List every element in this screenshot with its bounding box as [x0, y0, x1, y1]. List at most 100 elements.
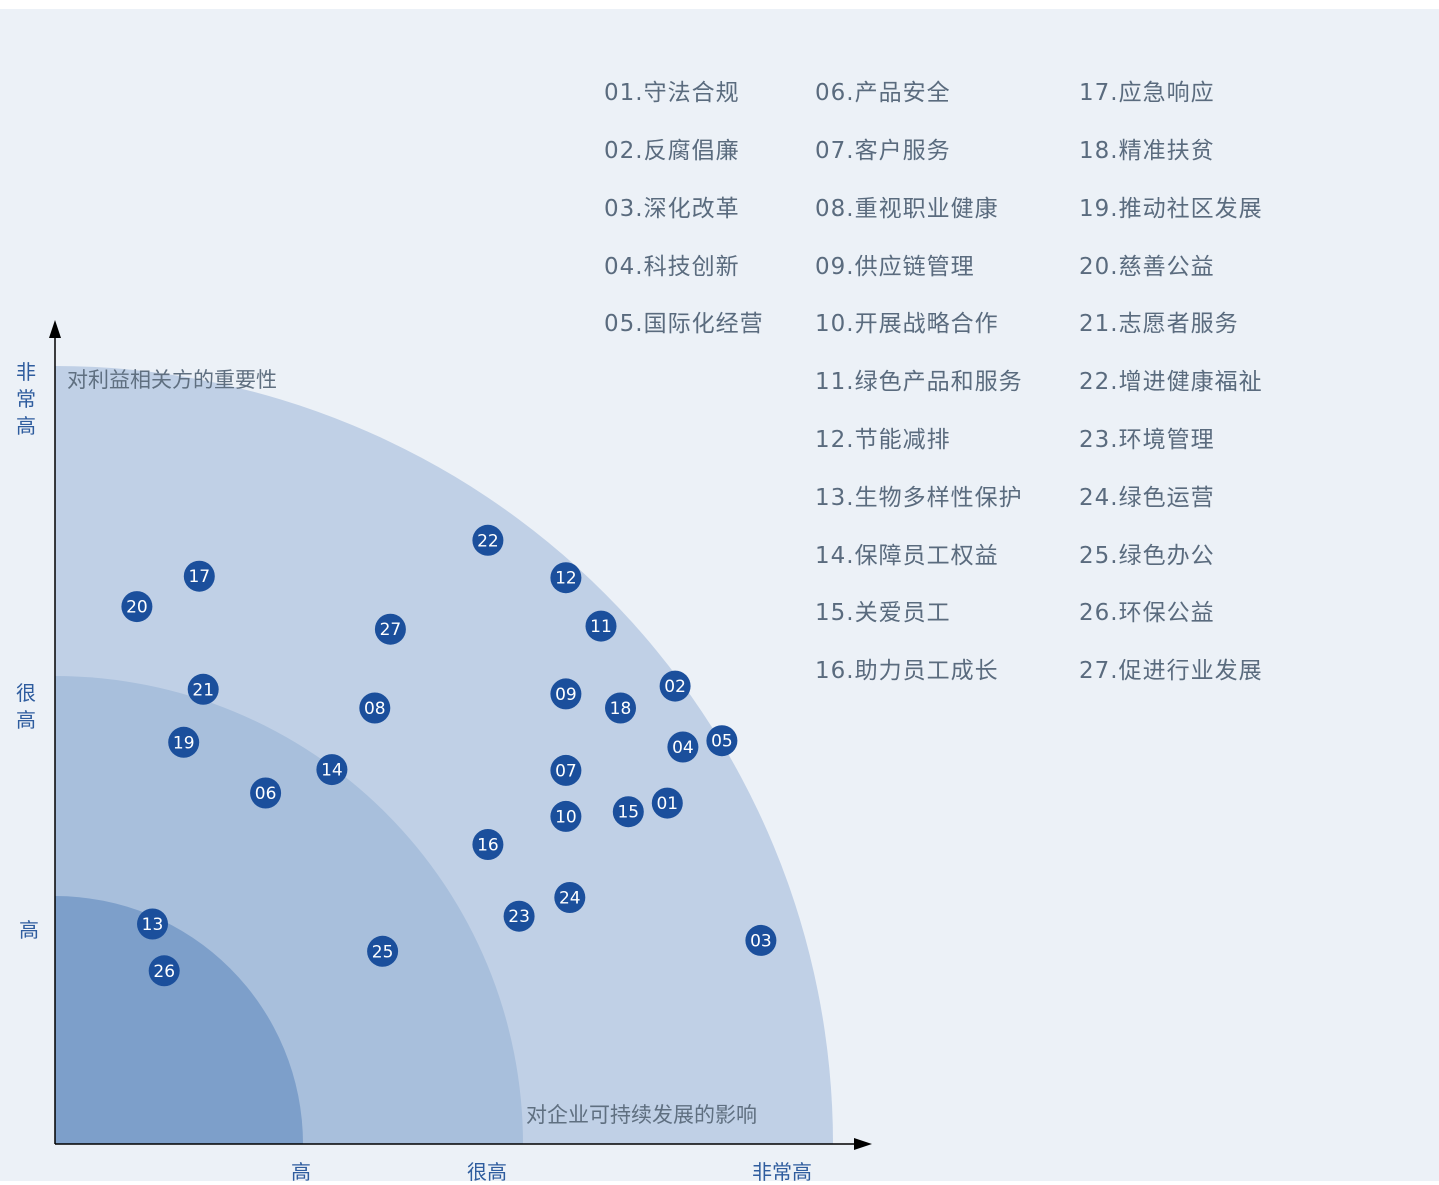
point-marker — [651, 787, 683, 819]
point-marker — [667, 731, 699, 763]
point-label: 20 — [126, 598, 148, 618]
data-point-25: 25 — [367, 935, 399, 967]
data-point-23: 23 — [503, 900, 535, 932]
point-label: 04 — [672, 738, 694, 758]
point-marker — [168, 726, 200, 758]
data-point-08: 08 — [359, 692, 391, 724]
data-point-15: 15 — [612, 796, 644, 828]
data-point-13: 13 — [137, 908, 168, 940]
y-level-high: 高 — [19, 918, 39, 942]
point-label: 22 — [477, 531, 499, 551]
point-label: 06 — [255, 784, 277, 804]
legend-item: 22.增进健康福祉 — [1079, 369, 1263, 395]
point-marker — [187, 673, 219, 705]
legend-item: 23.环境管理 — [1079, 427, 1215, 453]
point-marker — [137, 908, 168, 940]
legend-item: 27.促进行业发展 — [1079, 658, 1263, 684]
legend-item: 25.绿色办公 — [1079, 543, 1215, 569]
x-axis-title: 对企业可持续发展的影响 — [526, 1103, 757, 1127]
point-marker — [550, 562, 582, 594]
point-label: 23 — [508, 907, 530, 927]
point-label: 17 — [188, 567, 210, 587]
data-point-18: 18 — [605, 692, 636, 724]
point-label: 15 — [617, 803, 639, 823]
point-marker — [554, 882, 586, 913]
legend-item: 18.精准扶贫 — [1079, 138, 1215, 164]
legend-item: 04.科技创新 — [604, 254, 740, 280]
point-marker — [374, 613, 406, 645]
legend-item: 05.国际化经营 — [604, 311, 764, 337]
point-marker — [659, 670, 691, 702]
point-label: 24 — [559, 889, 581, 909]
data-point-16: 16 — [472, 829, 504, 860]
data-point-20: 20 — [121, 591, 153, 623]
point-marker — [605, 692, 636, 724]
legend-item: 07.客户服务 — [815, 138, 951, 164]
point-marker — [745, 924, 777, 956]
legend-item: 19.推动社区发展 — [1079, 196, 1263, 222]
point-label: 02 — [664, 677, 686, 697]
data-point-26: 26 — [148, 955, 180, 987]
data-point-22: 22 — [472, 524, 504, 556]
legend-item: 01.守法合规 — [604, 80, 740, 106]
legend-item: 16.助力员工成长 — [815, 658, 999, 684]
data-point-24: 24 — [554, 882, 586, 913]
point-label: 09 — [555, 685, 577, 705]
point-marker — [367, 935, 399, 967]
point-label: 21 — [192, 680, 214, 700]
point-label: 11 — [590, 617, 612, 637]
point-marker — [585, 610, 617, 642]
legend-item: 10.开展战略合作 — [815, 311, 999, 337]
point-label: 25 — [372, 942, 394, 962]
point-label: 13 — [142, 915, 164, 935]
x-axis-arrow — [854, 1138, 872, 1150]
data-point-27: 27 — [374, 613, 406, 645]
point-label: 14 — [321, 761, 343, 781]
data-point-12: 12 — [550, 562, 582, 594]
point-marker — [359, 692, 391, 724]
legend-item: 26.环保公益 — [1079, 600, 1215, 626]
data-point-14: 14 — [316, 754, 348, 786]
data-point-06: 06 — [250, 777, 282, 809]
data-point-03: 03 — [745, 924, 777, 956]
legend-item: 08.重视职业健康 — [815, 196, 999, 222]
point-label: 18 — [610, 699, 632, 719]
legend-item: 12.节能减排 — [815, 427, 951, 453]
point-label: 05 — [711, 732, 733, 752]
point-marker — [550, 800, 582, 832]
data-point-19: 19 — [168, 726, 200, 758]
point-label: 10 — [555, 807, 577, 827]
data-point-02: 02 — [659, 670, 691, 702]
legend-item: 24.绿色运营 — [1079, 485, 1215, 511]
point-marker — [183, 560, 215, 592]
data-point-07: 07 — [550, 754, 582, 786]
point-marker — [550, 754, 582, 786]
point-marker — [612, 796, 644, 828]
legend-item: 06.产品安全 — [815, 80, 951, 106]
legend-item: 15.关爱员工 — [815, 600, 951, 626]
data-points: 01 02 03 04 05 06 07 08 09 10 11 12 13 14 15 16 17 18 19 20… — [121, 524, 777, 987]
point-label: 16 — [477, 836, 499, 856]
point-marker — [316, 754, 348, 786]
legend-item: 20.慈善公益 — [1079, 254, 1215, 280]
point-label: 07 — [555, 761, 577, 781]
x-level-quite-high: 很高 — [467, 1160, 507, 1184]
data-point-11: 11 — [585, 610, 617, 642]
point-marker — [148, 955, 180, 987]
point-marker — [472, 524, 504, 556]
legend-item: 21.志愿者服务 — [1079, 311, 1239, 337]
data-point-17: 17 — [183, 560, 215, 592]
point-marker — [472, 829, 504, 860]
y-level-quite-high: 很高 — [16, 681, 36, 732]
point-marker — [250, 777, 282, 809]
point-marker — [121, 591, 153, 623]
y-level-very-high: 非常高 — [16, 360, 36, 438]
zone-high — [55, 896, 303, 1144]
point-marker — [503, 900, 535, 932]
legend-item: 09.供应链管理 — [815, 254, 975, 280]
legend-item: 17.应急响应 — [1079, 80, 1215, 106]
point-marker — [550, 678, 582, 710]
point-label: 27 — [380, 620, 402, 640]
data-point-04: 04 — [667, 731, 699, 763]
